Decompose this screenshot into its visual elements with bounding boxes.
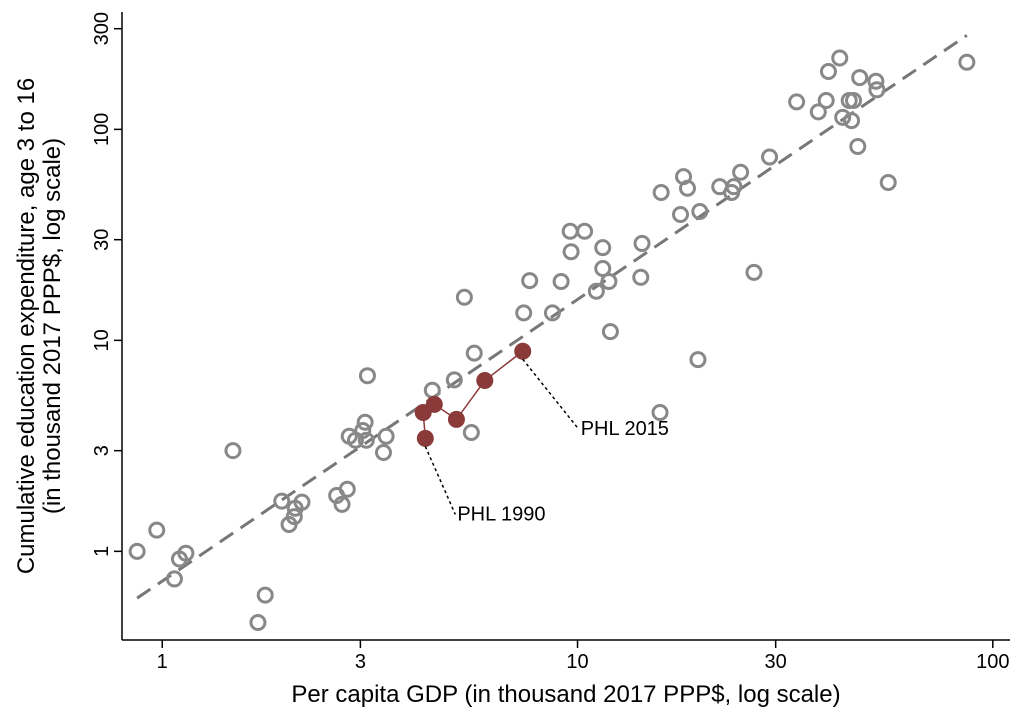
point [845, 92, 863, 110]
point [128, 542, 146, 560]
point [851, 69, 869, 87]
point [587, 282, 605, 300]
annotation-leader [424, 446, 456, 515]
point [465, 344, 483, 362]
point [177, 544, 195, 562]
point [819, 63, 837, 81]
point [273, 492, 291, 510]
point [249, 613, 267, 631]
point [594, 239, 612, 257]
y-tick-label: 1 [91, 546, 113, 557]
y-tick-label: 3 [91, 445, 113, 456]
y-axis-title: (in thousand 2017 PPP$, log scale) [39, 138, 66, 514]
point [224, 442, 242, 460]
annotation-leader [522, 358, 580, 430]
x-axis-title: Per capita GDP (in thousand 2017 PPP$, l… [291, 681, 840, 708]
point [867, 72, 885, 90]
point [745, 263, 763, 281]
point [761, 148, 779, 166]
y-tick-label: 100 [91, 113, 113, 146]
point [462, 423, 480, 441]
y-tick-label: 30 [91, 229, 113, 251]
point [357, 431, 375, 449]
point [354, 421, 372, 439]
point [809, 103, 827, 121]
point [338, 480, 356, 498]
point [256, 586, 274, 604]
point [672, 205, 690, 223]
point [416, 429, 434, 447]
point [817, 92, 835, 110]
point [600, 273, 618, 291]
point [445, 371, 463, 389]
point [879, 173, 897, 191]
point [293, 493, 311, 511]
point [356, 413, 374, 431]
point [423, 381, 441, 399]
point [651, 404, 669, 422]
point [849, 137, 867, 155]
x-tick-label: 3 [355, 651, 366, 673]
point [358, 367, 376, 385]
point [843, 112, 861, 130]
point [725, 178, 743, 196]
point [455, 288, 473, 306]
point [691, 203, 709, 221]
point [515, 304, 533, 322]
point [514, 342, 532, 360]
point [732, 163, 750, 181]
point [652, 184, 670, 202]
point [377, 427, 395, 445]
point [831, 49, 849, 67]
fit-line [136, 34, 968, 600]
x-tick-label: 10 [566, 651, 588, 673]
y-axis-title: Cumulative education expenditure, age 3 … [13, 78, 40, 574]
point [958, 53, 976, 71]
point [285, 508, 303, 526]
point [633, 234, 651, 252]
x-tick-label: 1 [157, 651, 168, 673]
y-tick-label: 300 [91, 12, 113, 45]
point [561, 222, 579, 240]
point [788, 93, 806, 111]
y-tick-label: 10 [91, 329, 113, 351]
x-tick-label: 30 [765, 651, 787, 673]
point [165, 570, 183, 588]
point [425, 395, 443, 413]
point [333, 495, 351, 513]
point [552, 273, 570, 291]
point [868, 81, 886, 99]
point [576, 222, 594, 240]
annotation: PHL 1990 [457, 503, 545, 525]
point [148, 521, 166, 539]
point [601, 323, 619, 341]
point [689, 351, 707, 369]
point [632, 268, 650, 286]
annotation: PHL 2015 [581, 418, 669, 440]
point [543, 304, 561, 322]
point [521, 272, 539, 290]
point [374, 444, 392, 462]
point [679, 179, 697, 197]
point [562, 243, 580, 261]
point [476, 372, 494, 390]
point [594, 260, 612, 278]
point [447, 410, 465, 428]
point [834, 108, 852, 126]
x-tick-label: 100 [976, 651, 1009, 673]
